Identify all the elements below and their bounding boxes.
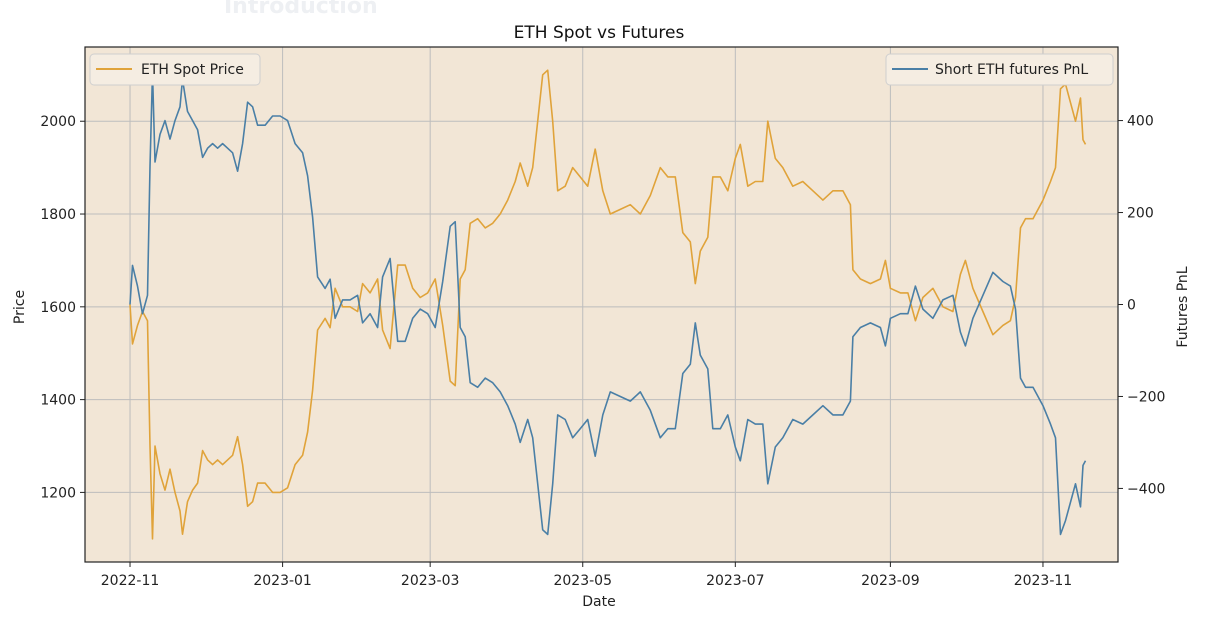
x-axis: 2022-11 2023-01 2023-03 2023-05 2023-07 2023-… [101,562,1072,589]
x-tick-label: 2023-07 [706,573,765,589]
y-axis-left: 1200 1400 1600 1800 2000 [40,114,85,501]
y2-tick-label: −200 [1127,389,1165,405]
x-tick-label: 2023-03 [401,573,460,589]
y2-axis-title: Futures PnL [1175,266,1191,347]
x-axis-title: Date [582,594,615,610]
y-tick-label: 1400 [40,393,76,409]
y2-tick-label: 200 [1127,206,1154,222]
x-tick-label: 2023-09 [861,573,920,589]
spot-price-line [129,69,1087,540]
y-axis-title: Price [12,290,28,324]
legend-spot-label: ETH Spot Price [141,62,244,78]
x-tick-label: 2023-01 [253,573,312,589]
y-tick-label: 1600 [40,300,76,316]
y-tick-label: 1200 [40,485,76,501]
y2-tick-label: 400 [1127,114,1154,130]
x-tick-label: 2022-11 [101,573,160,589]
background-heading: Introduction [224,0,378,19]
plot-area [85,47,1118,562]
legend-pnl: Short ETH futures PnL [885,53,1114,86]
legend-pnl-label: Short ETH futures PnL [935,62,1088,78]
y2-tick-label: −400 [1127,481,1165,497]
x-tick-label: 2023-11 [1014,573,1073,589]
y-axis-right: −400 −200 0 200 400 [1118,114,1165,497]
y-tick-label: 1800 [40,207,76,223]
y-tick-label: 2000 [40,114,76,130]
chart-title: ETH Spot vs Futures [514,23,685,43]
futures-pnl-line [129,71,1087,536]
legend-spot: ETH Spot Price [89,53,261,86]
y2-tick-label: 0 [1127,298,1136,314]
x-tick-label: 2023-05 [553,573,612,589]
series-lines [129,69,1087,540]
